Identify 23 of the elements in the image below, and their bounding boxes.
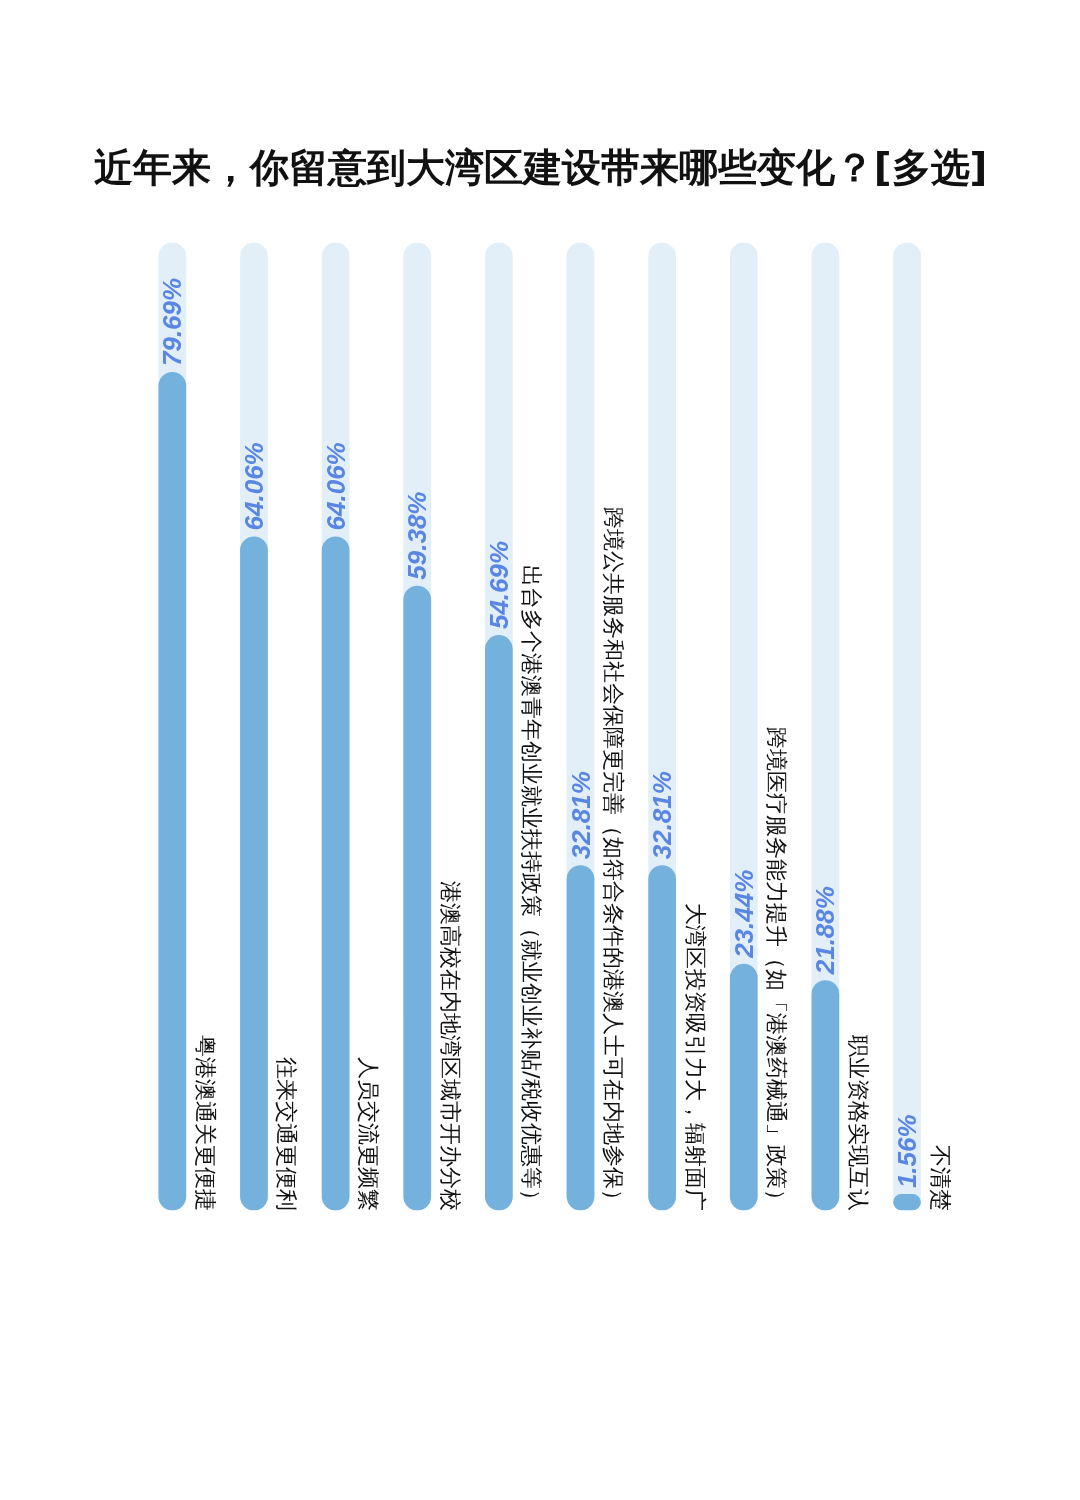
bar — [729, 963, 758, 1211]
data-label: 32.81% — [565, 771, 596, 860]
data-label: 54.69% — [483, 540, 514, 630]
chart-title: 近年来，你留意到大湾区建设带来哪些变化？[多选] — [93, 145, 988, 190]
x-tick-label: 不清楚 — [927, 1144, 953, 1211]
data-label: 1.56% — [892, 1114, 923, 1189]
data-label: 32.81% — [647, 771, 678, 860]
data-label: 59.38% — [402, 491, 433, 580]
x-tick-label: 出台多个港澳青年创业就业扶持政策（就业创业补贴/税收优惠等） — [519, 565, 545, 1211]
x-tick-label: 大湾区投资吸引力大，辐射面广 — [682, 902, 708, 1211]
data-label: 21.88% — [810, 886, 841, 976]
bar — [811, 980, 840, 1211]
x-tick-label: 港澳高校在内地湾区城市开办分校 — [437, 880, 463, 1211]
x-tick-label: 往来交通更便利 — [274, 1056, 300, 1211]
data-label: 64.06% — [238, 442, 269, 531]
x-tick-label: 粤港澳通关更便捷 — [192, 1034, 218, 1211]
data-label: 79.69% — [157, 277, 188, 367]
data-label: 64.06% — [320, 442, 351, 531]
x-tick-label: 跨境公共服务和社会保障更完善（如符合条件的港澳人士可在内地参保） — [601, 506, 626, 1211]
x-tick-label: 职业资格实现互认 — [845, 1034, 871, 1211]
x-tick-label: 跨境医疗服务能力提升（如「港澳药械通」政策） — [764, 726, 790, 1211]
data-label: 23.44% — [728, 869, 759, 959]
x-tick-label: 人员交流更频繁 — [356, 1056, 382, 1211]
